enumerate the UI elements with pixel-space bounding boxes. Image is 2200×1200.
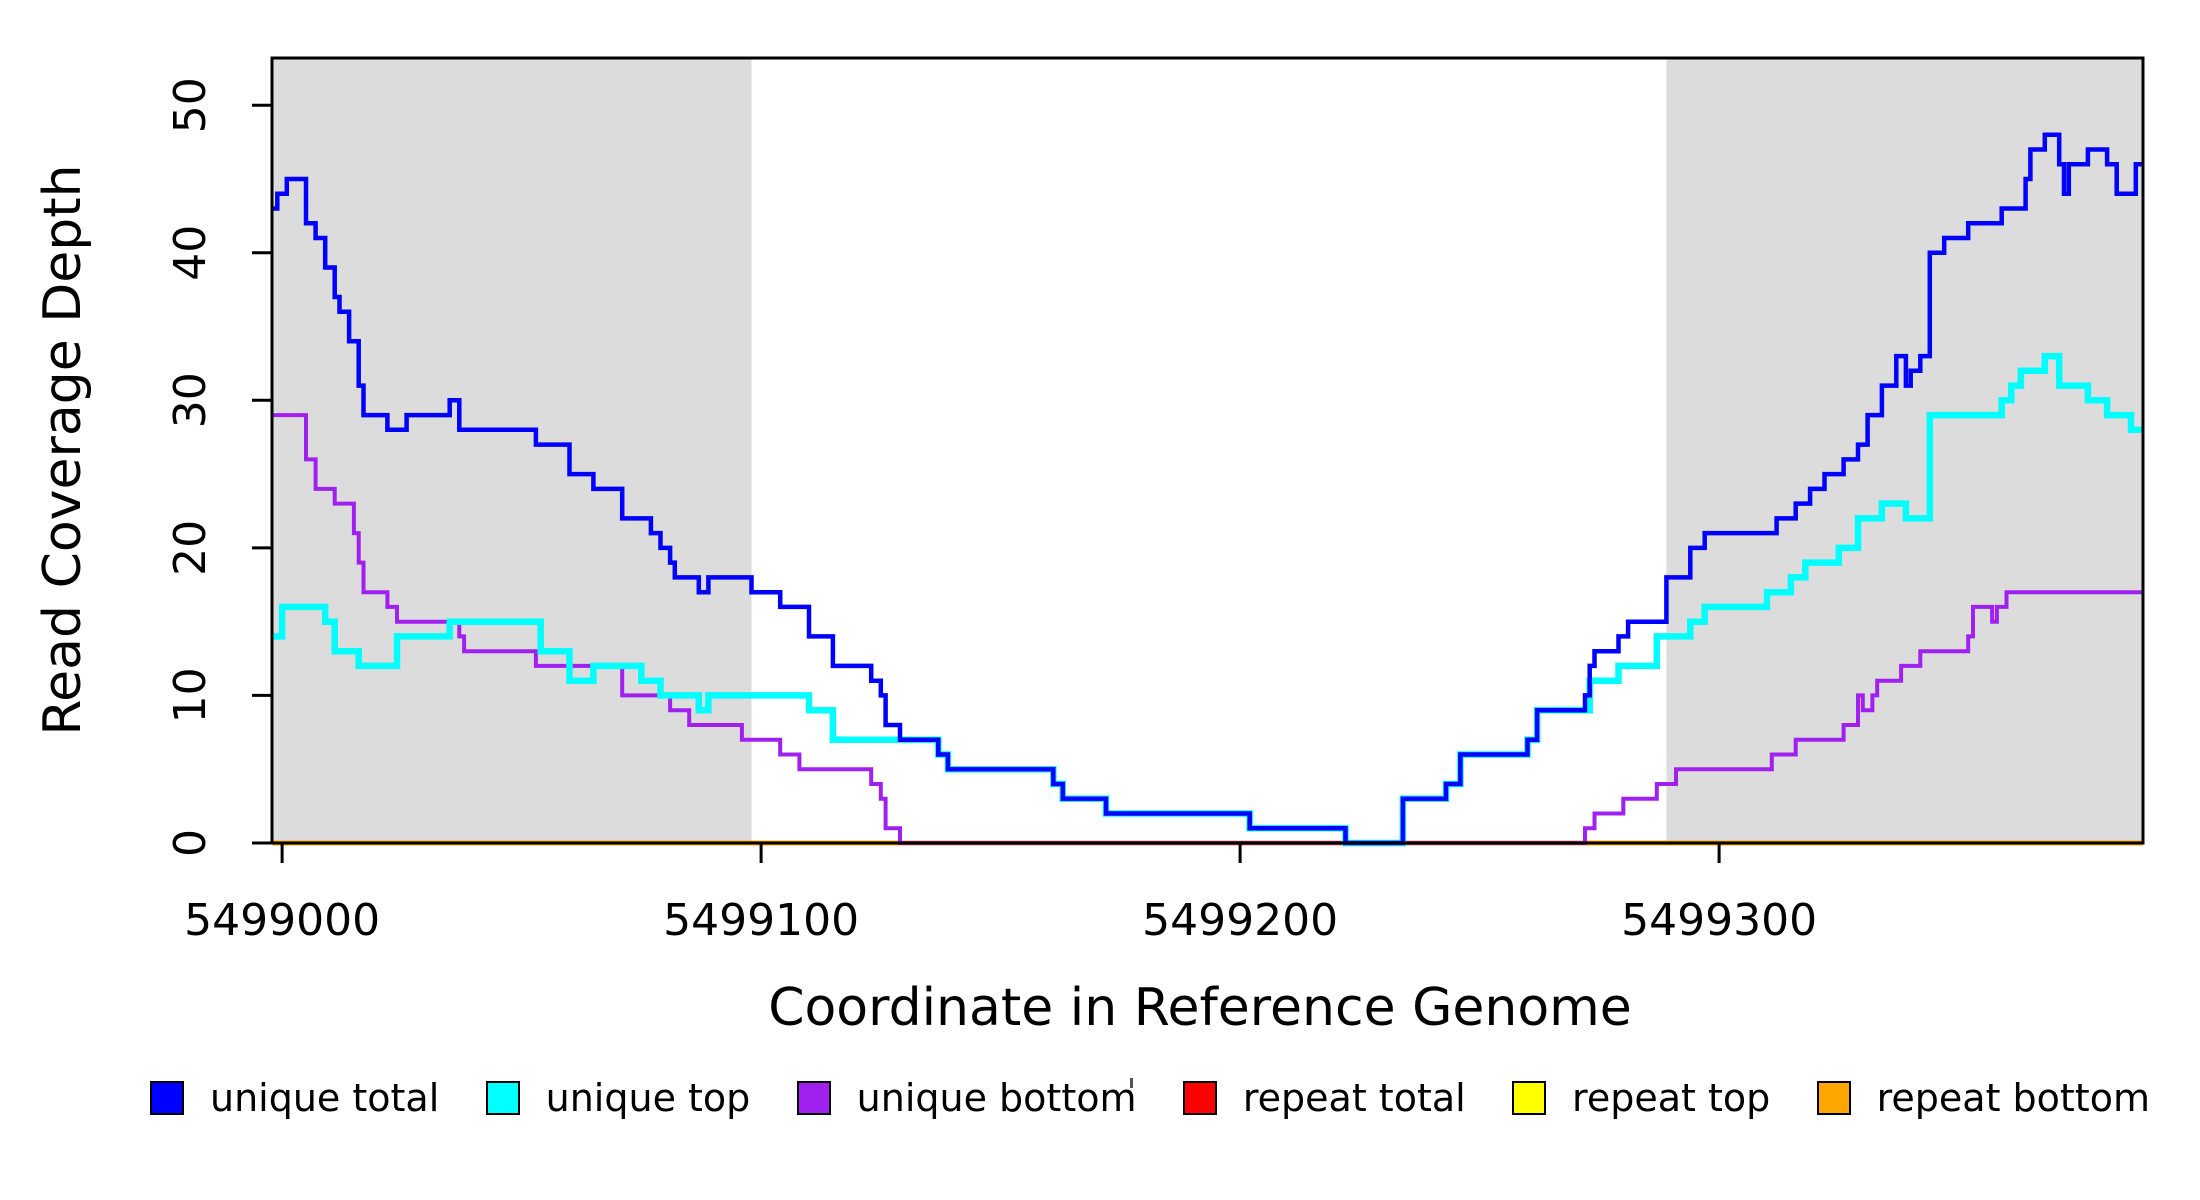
legend-item-unique-total: unique total xyxy=(150,1076,439,1120)
y-tick-label: 30 xyxy=(165,372,216,428)
x-tick-label: 5499200 xyxy=(1142,895,1338,946)
legend-item-unique-bottom: unique bottom xyxy=(796,1076,1137,1120)
legend-swatch xyxy=(485,1081,520,1115)
x-tick-label: 5499100 xyxy=(663,895,859,946)
legend-item-unique-top: unique top xyxy=(485,1076,751,1120)
legend-label: unique top xyxy=(545,1076,751,1120)
legend-label: repeat bottom xyxy=(1876,1076,2150,1120)
y-tick-label: 0 xyxy=(165,829,216,857)
legend: unique total unique top unique bottom repea… xyxy=(150,1072,2150,1124)
legend-label: repeat total xyxy=(1242,1076,1466,1120)
y-tick-label: 40 xyxy=(165,225,216,281)
legend-item-repeat-bottom: repeat bottom xyxy=(1816,1076,2150,1120)
series-unique-bottom xyxy=(272,413,2143,845)
plot-frame xyxy=(270,56,2145,845)
legend-swatch xyxy=(796,1081,831,1115)
legend-artifact-mark xyxy=(1130,1078,1133,1088)
x-tick-label: 5499300 xyxy=(1621,895,1817,946)
legend-swatch xyxy=(150,1081,184,1115)
y-tick-label: 10 xyxy=(165,667,216,723)
legend-swatch xyxy=(1816,1081,1851,1115)
legend-swatch xyxy=(1512,1081,1547,1115)
legend-label: repeat top xyxy=(1572,1076,1771,1120)
shaded-regions xyxy=(272,58,2143,843)
legend-swatch xyxy=(1182,1081,1217,1115)
y-axis-ticks: 0 10 20 30 40 50 xyxy=(165,77,272,857)
x-tick-label: 5499000 xyxy=(184,895,380,946)
legend-item-repeat-top: repeat top xyxy=(1512,1076,1770,1120)
x-axis-title: Coordinate in Reference Genome xyxy=(768,978,1632,1038)
y-axis-title: Read Coverage Depth xyxy=(33,164,93,735)
x-axis-ticks: 5499000 5499100 5499200 5499300 xyxy=(184,843,1817,946)
y-tick-label: 20 xyxy=(165,520,216,576)
shaded-band xyxy=(1666,58,2143,843)
shaded-band xyxy=(272,58,752,843)
y-tick-label: 50 xyxy=(165,77,216,133)
legend-item-repeat-total: repeat total xyxy=(1182,1076,1466,1120)
legend-label: unique bottom xyxy=(856,1076,1137,1120)
legend-label: unique total xyxy=(210,1076,440,1120)
